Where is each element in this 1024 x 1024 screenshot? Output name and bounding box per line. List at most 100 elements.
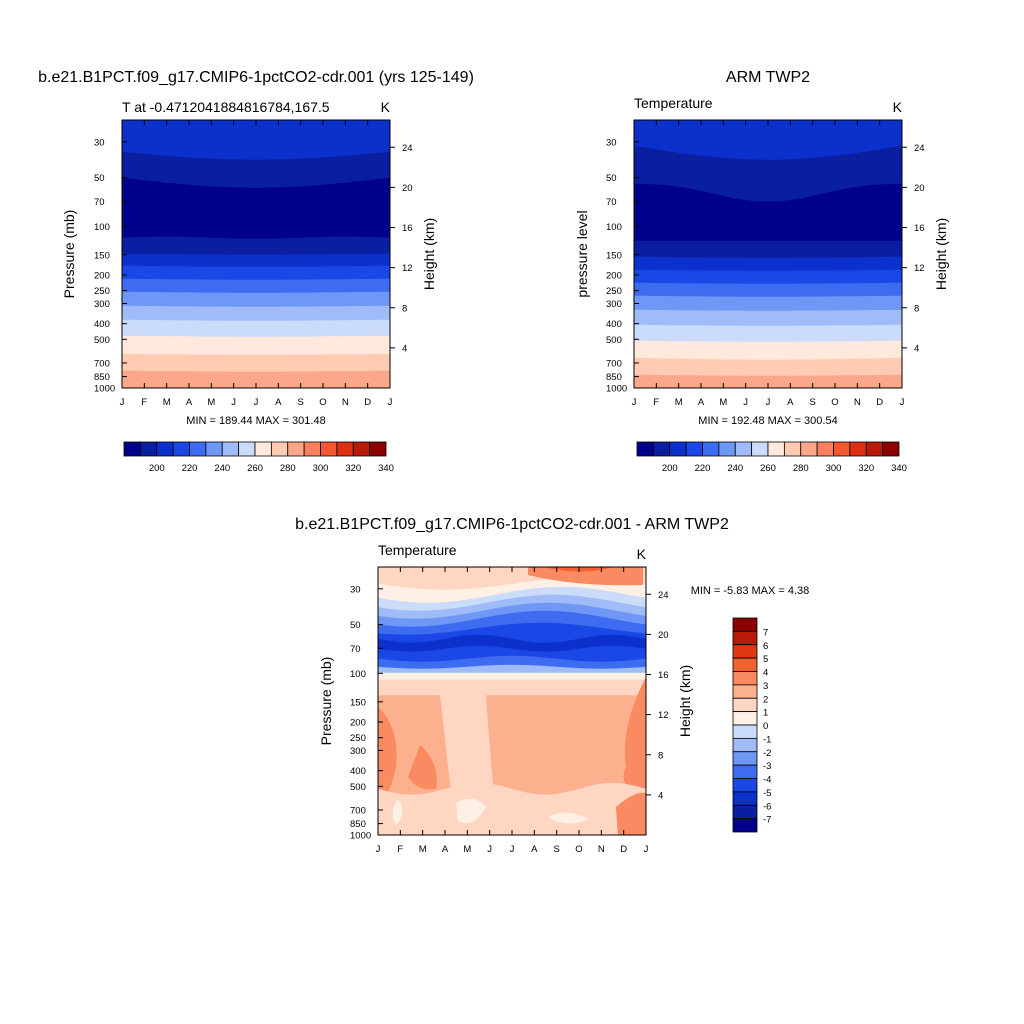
obs-right-axis-label: Height (km) — [933, 218, 949, 290]
y-tick-label: 700 — [94, 358, 110, 369]
y-tick-label: 70 — [350, 644, 361, 655]
x-tick-label: O — [319, 397, 326, 408]
colorbar-box — [123, 441, 141, 457]
colorbar-box — [732, 697, 758, 713]
x-tick-label: A — [787, 397, 794, 408]
x-tick-label: J — [376, 844, 381, 855]
colorbar-label: 300 — [313, 463, 329, 474]
height-tick-label: 12 — [658, 710, 669, 721]
y-tick-label: 250 — [350, 733, 366, 744]
y-tick-label: 200 — [94, 270, 110, 281]
contour-band — [121, 253, 391, 268]
colorbar-label: 5 — [763, 654, 768, 665]
colorbar-label: -7 — [763, 815, 771, 826]
y-tick-label: 700 — [606, 358, 622, 369]
height-tick-label: 24 — [658, 590, 669, 601]
colorbar-box — [685, 441, 703, 457]
model-y-axis-label: Pressure (mb) — [61, 210, 77, 299]
height-tick-label: 20 — [658, 630, 669, 641]
height-tick-label: 8 — [658, 750, 663, 761]
x-tick-label: J — [632, 397, 637, 408]
x-tick-label: J — [120, 397, 125, 408]
colorbar-box — [732, 724, 758, 739]
y-tick-label: 400 — [606, 319, 622, 330]
contour-band — [121, 305, 391, 322]
contour-patch — [543, 567, 613, 572]
y-tick-label: 500 — [94, 335, 110, 346]
obs-variable-label: Temperature — [634, 95, 713, 111]
height-tick-label: 16 — [658, 670, 669, 681]
colorbar-label: 0 — [763, 721, 768, 732]
colorbar-box — [718, 441, 736, 457]
height-tick-label: 16 — [914, 223, 925, 234]
x-tick-label: J — [510, 844, 515, 855]
x-tick-label: N — [342, 397, 349, 408]
colorbar-box — [702, 441, 720, 457]
colorbar-box — [652, 441, 671, 457]
colorbar-box — [205, 441, 223, 457]
colorbar-box — [303, 441, 321, 457]
colorbar-box — [732, 711, 758, 726]
colorbar-box — [732, 764, 758, 779]
y-tick-label: 100 — [606, 222, 622, 233]
y-tick-label: 400 — [350, 766, 366, 777]
colorbar-label: 300 — [826, 463, 842, 474]
contour-band — [633, 340, 903, 361]
contour-patch — [456, 798, 486, 824]
colorbar-box — [734, 441, 753, 457]
contour-band — [633, 269, 903, 285]
colorbar-box — [751, 441, 769, 457]
contour-band — [121, 265, 391, 281]
colorbar-label: 340 — [891, 463, 907, 474]
colorbar-box — [369, 441, 387, 457]
colorbar-box — [732, 804, 758, 820]
y-tick-label: 1000 — [350, 831, 371, 842]
colorbar-label: -2 — [763, 748, 771, 759]
colorbar-label: 280 — [793, 463, 809, 474]
colorbar-label: 7 — [763, 627, 768, 638]
obs-y-axis-label: pressure level — [574, 210, 590, 297]
colorbar-box — [800, 441, 818, 457]
colorbar-box — [732, 657, 758, 672]
height-tick-label: 12 — [402, 263, 413, 274]
colorbar-box — [732, 778, 758, 793]
diff-units-label: K — [637, 546, 647, 562]
y-tick-label: 30 — [350, 584, 361, 595]
colorbar-label: 240 — [214, 463, 230, 474]
colorbar-box — [882, 441, 900, 457]
height-tick-label: 20 — [402, 183, 413, 194]
height-tick-label: 8 — [402, 303, 407, 314]
x-tick-label: J — [231, 397, 236, 408]
colorbar-label: -4 — [763, 775, 771, 786]
height-tick-label: 24 — [402, 143, 413, 154]
y-tick-label: 50 — [94, 173, 105, 184]
x-tick-label: J — [743, 397, 748, 408]
diff-right-axis-label: Height (km) — [677, 665, 693, 737]
colorbar-label: 260 — [247, 463, 263, 474]
x-tick-label: D — [364, 397, 371, 408]
x-tick-label: M — [463, 844, 471, 855]
contour-band — [121, 335, 391, 356]
y-tick-label: 850 — [606, 372, 622, 383]
x-tick-label: S — [553, 844, 559, 855]
height-tick-label: 16 — [402, 223, 413, 234]
contour-patch — [548, 812, 588, 824]
height-tick-label: 4 — [658, 790, 663, 801]
y-tick-label: 30 — [94, 137, 105, 148]
x-tick-label: M — [719, 397, 727, 408]
contour-band — [377, 679, 647, 696]
diff-title: b.e21.B1PCT.f09_g17.CMIP6-1pctCO2-cdr.00… — [295, 516, 729, 533]
x-tick-label: S — [809, 397, 815, 408]
x-tick-label: N — [854, 397, 861, 408]
contour-patch — [378, 707, 397, 802]
model-units-label: K — [381, 99, 391, 115]
colorbar-box — [287, 441, 305, 457]
colorbar-label: 340 — [378, 463, 394, 474]
height-tick-label: 4 — [914, 343, 919, 354]
y-tick-label: 200 — [350, 717, 366, 728]
y-tick-label: 300 — [94, 299, 110, 310]
colorbar-box — [732, 751, 758, 766]
colorbar-label: 200 — [149, 463, 165, 474]
colorbar-box — [636, 441, 654, 457]
colorbar-box — [732, 671, 758, 686]
